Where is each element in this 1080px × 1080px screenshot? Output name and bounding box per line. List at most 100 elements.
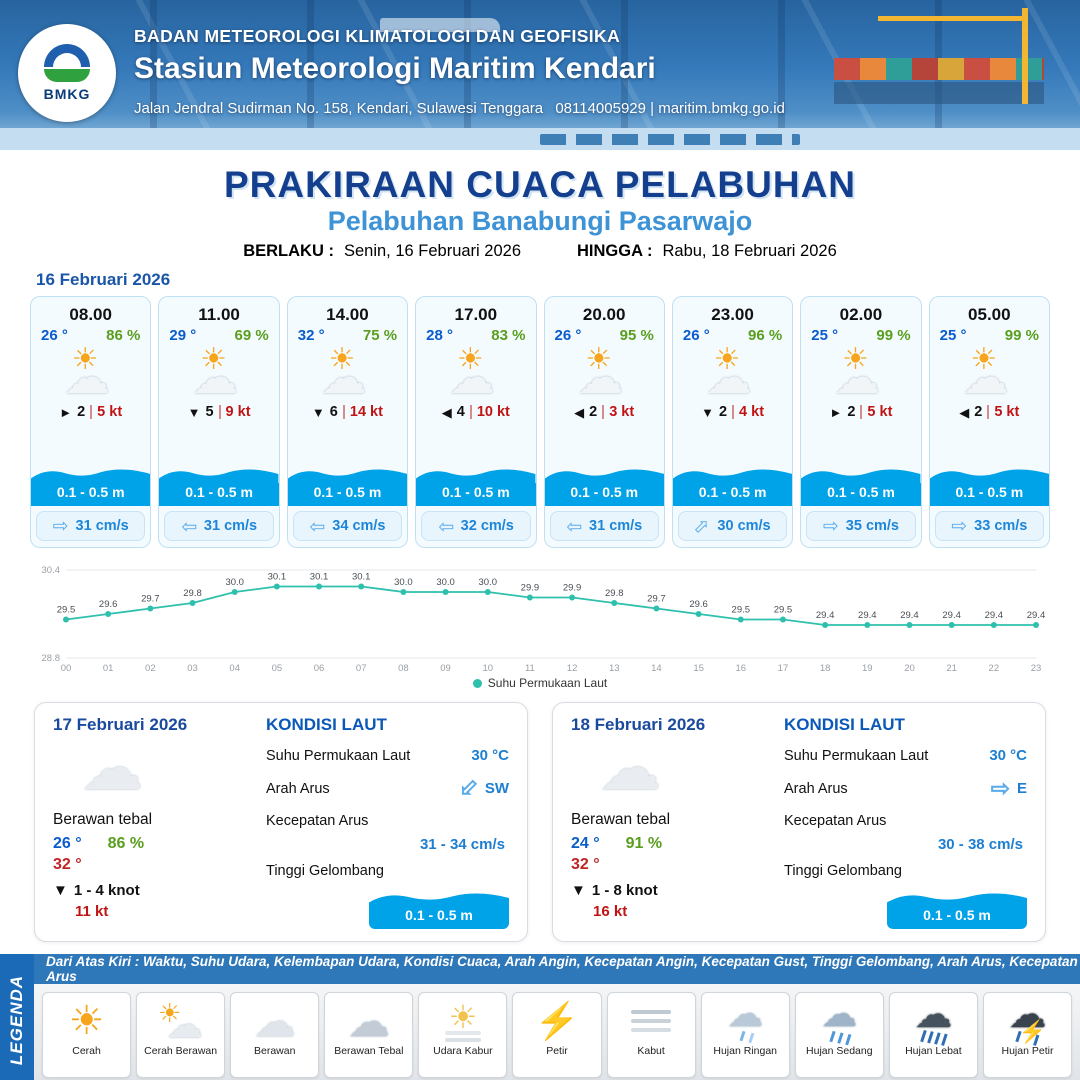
- legend-item: Cerah: [42, 992, 132, 1078]
- gust-speed: 5 kt: [994, 404, 1020, 420]
- current-direction-icon: [951, 517, 967, 536]
- svg-text:09: 09: [440, 663, 451, 674]
- svg-text:11: 11: [525, 663, 535, 674]
- weather-icon: [312, 342, 382, 404]
- gust-speed: 10 kt: [476, 404, 510, 420]
- wind-row: ◀ 2 5 kt: [930, 404, 1049, 420]
- svg-text:15: 15: [693, 663, 704, 674]
- svg-text:29.9: 29.9: [563, 583, 582, 594]
- wave-graphic: [31, 469, 151, 483]
- divider: [860, 405, 863, 419]
- cloud-icon: [571, 731, 776, 809]
- svg-text:30.1: 30.1: [268, 572, 287, 583]
- header-text: BADAN METEOROLOGI KLIMATOLOGI DAN GEOFIS…: [134, 26, 793, 117]
- daily-weather-column: 17 Februari 2026 Berawan tebal 26 ° 86 %…: [53, 715, 258, 929]
- air-temperature: 26 °: [682, 327, 710, 344]
- svg-text:30.0: 30.0: [478, 577, 497, 588]
- current-row: 34 cm/s: [292, 511, 403, 541]
- legend-item: Udara Kabur: [418, 992, 508, 1078]
- legend-item-label: Kabut: [637, 1045, 665, 1057]
- ship-illustration: [380, 18, 500, 32]
- wave-height-value: 0.1 - 0.5 m: [369, 906, 509, 929]
- hourly-forecast-card: 23.00 26 ° 96 % ▼ 2 4 kt 0: [671, 296, 794, 548]
- legend-item: Hujan Ringan: [700, 992, 790, 1078]
- wind-speed: 2: [589, 404, 598, 420]
- daily-forecast-row: 17 Februari 2026 Berawan tebal 26 ° 86 %…: [0, 692, 1080, 942]
- header: BMKG BADAN METEOROLOGI KLIMATOLOGI DAN G…: [0, 0, 1080, 150]
- condition-text: Berawan tebal: [53, 811, 153, 828]
- gust-speed: 14 kt: [349, 404, 383, 420]
- weather-legend-icon: [622, 997, 680, 1045]
- cloud-icon: [698, 346, 768, 404]
- sea-condition-column: KONDISI LAUT Suhu Permukaan Laut 30 °C A…: [258, 715, 509, 929]
- svg-text:14: 14: [651, 663, 662, 674]
- gust-speed: 11 kt: [75, 903, 109, 920]
- current-speed-row: Kecepatan Arus: [784, 813, 1027, 829]
- wind-direction-icon: ▼: [53, 882, 68, 899]
- gust-speed: 5 kt: [867, 404, 893, 420]
- wind-direction-icon: ▼: [571, 882, 586, 899]
- current-direction-icon: [53, 517, 69, 536]
- cloud-icon: [569, 346, 639, 404]
- daily-date: 17 Februari 2026: [53, 715, 188, 734]
- wind-speed: 2: [974, 404, 983, 420]
- wave-widget: 0.1 - 0.5 m: [369, 890, 509, 929]
- gust-speed: 5 kt: [97, 404, 123, 420]
- wave-graphic: [544, 469, 664, 483]
- legend-item: Hujan Sedang: [794, 992, 884, 1078]
- wind-direction-icon: ►: [59, 404, 73, 420]
- hourly-forecast-card: 20.00 26 ° 95 % ◀ 2 3 kt 0: [543, 296, 665, 548]
- wave-height-label: Tinggi Gelombang: [266, 863, 384, 879]
- legend-sidebar-text: LEGENDA: [7, 974, 26, 1066]
- wind-direction-icon: ▼: [701, 404, 714, 420]
- svg-text:01: 01: [103, 663, 114, 674]
- legend-item-label: Udara Kabur: [433, 1045, 493, 1057]
- current-row: 35 cm/s: [806, 511, 916, 541]
- weather-icon: [56, 342, 126, 404]
- cloud-icon: [312, 346, 382, 404]
- current-direction-label: Arah Arus: [266, 780, 330, 797]
- weather-icon: [569, 342, 639, 404]
- svg-text:30.1: 30.1: [352, 572, 371, 583]
- legend-item: Kabut: [606, 992, 696, 1078]
- wave-height: 0.1 - 0.5 m: [672, 483, 793, 506]
- current-direction-icon: [991, 777, 1010, 800]
- wind-speed: 5: [205, 404, 214, 420]
- sst-line-chart: 30.4 28.8 29.5 00 29.6 01 29.7 02 29.8 03 30.0 04 30…: [42, 565, 1046, 674]
- current-direction-icon: [566, 517, 582, 536]
- wind-speed: 2: [718, 404, 728, 420]
- current-direction-label: Arah Arus: [784, 780, 848, 797]
- svg-text:29.4: 29.4: [942, 610, 961, 621]
- weather-icon: [184, 342, 254, 404]
- weather-legend-icon: [58, 997, 116, 1045]
- wave-height: 0.1 - 0.5 m: [929, 483, 1049, 506]
- sst-row: Suhu Permukaan Laut 30 °C: [266, 747, 509, 764]
- sst-label: Suhu Permukaan Laut: [266, 747, 411, 764]
- relative-humidity: 99 %: [1004, 327, 1039, 344]
- wind-direction-icon: ▼: [311, 404, 325, 420]
- legend-items-row: Cerah Cerah Berawan: [34, 984, 1080, 1080]
- current-speed-label: Kecepatan Arus: [784, 813, 887, 829]
- wind-direction-icon: ▼: [187, 404, 201, 420]
- divider: [602, 405, 605, 419]
- bmkg-logo: BMKG: [18, 24, 116, 122]
- wave-height: 0.1 - 0.5 m: [287, 483, 408, 506]
- air-temperature: 28 °: [426, 327, 453, 344]
- current-speed: 31 cm/s: [75, 518, 129, 534]
- valid-from-label: BERLAKU :: [243, 242, 334, 260]
- divider: [342, 405, 345, 419]
- svg-text:17: 17: [778, 663, 789, 674]
- min-temperature: 24 °: [571, 835, 600, 852]
- svg-text:29.7: 29.7: [141, 594, 160, 605]
- forecast-time: 17.00: [454, 305, 498, 324]
- svg-text:16: 16: [735, 663, 746, 674]
- hourly-forecast-card: 02.00 25 ° 99 % ► 2 5 kt 0: [800, 296, 922, 548]
- divider: [987, 405, 990, 419]
- crane-boom-icon: [878, 16, 1028, 21]
- hourly-forecast-card: 08.00 26 ° 86 % ► 2 5 kt 0: [30, 296, 152, 548]
- max-temperature: 32 °: [53, 856, 82, 873]
- current-speed: 31 cm/s: [589, 518, 643, 534]
- forecast-time: 23.00: [711, 305, 754, 324]
- wave-graphic: [672, 469, 793, 483]
